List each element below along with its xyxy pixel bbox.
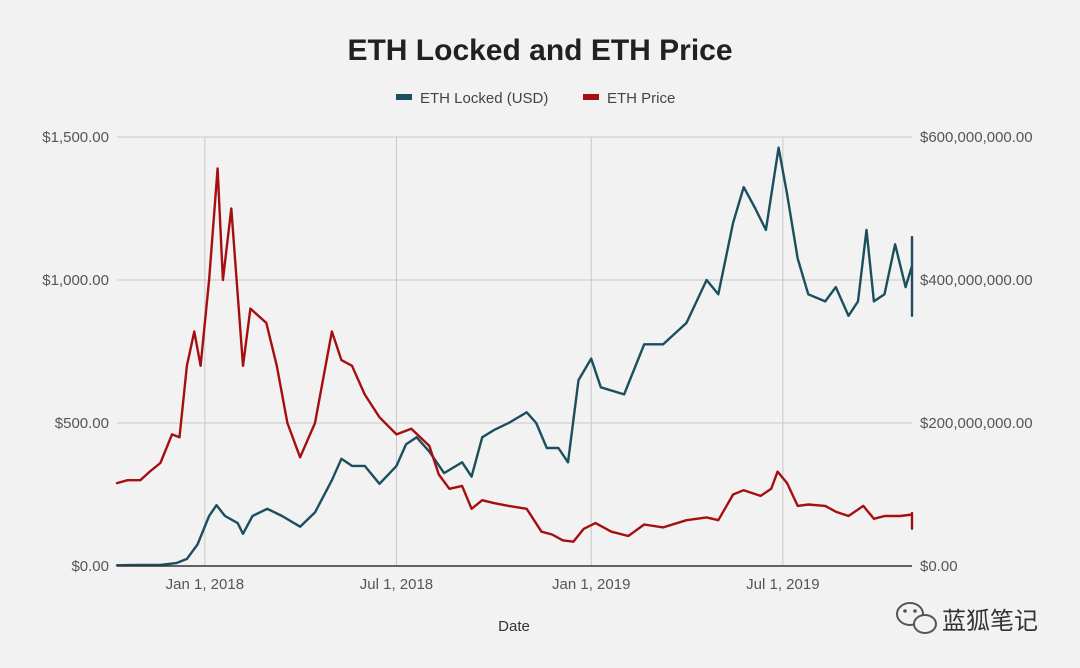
y-left-tick-label: $1,500.00 [42,129,109,146]
watermark-text: 蓝狐笔记 [942,607,1038,635]
x-tick-label: Jan 1, 2019 [552,576,630,593]
y-left-tick-label: $500.00 [55,415,109,432]
y-right-tick-label: $0.00 [920,558,958,575]
series-lines [115,146,914,567]
y-right-tick-label: $600,000,000.00 [920,129,1033,146]
legend-label-eth-locked: ETH Locked (USD) [420,90,548,107]
legend-label-eth-price: ETH Price [607,90,675,107]
y-left-tick-label: $1,000.00 [42,272,109,289]
y-right-tick-label: $400,000,000.00 [920,272,1033,289]
legend-swatch-eth-price [583,94,599,100]
wechat-icon [896,602,937,634]
watermark: 蓝狐笔记 [896,602,1038,635]
chart-title: ETH Locked and ETH Price [347,34,732,67]
gridlines [117,136,912,566]
x-tick-label: Jan 1, 2018 [166,576,244,593]
legend: ETH Locked (USD) ETH Price [396,90,675,107]
series-line-eth-price [115,167,914,543]
x-axis-title: Date [498,618,530,635]
y-left-tick-label: $0.00 [71,558,109,575]
series-line-eth-locked [115,146,914,567]
legend-swatch-eth-locked [396,94,412,100]
y-right-tick-label: $200,000,000.00 [920,415,1033,432]
x-tick-label: Jul 1, 2018 [360,576,433,593]
x-tick-label: Jul 1, 2019 [746,576,819,593]
axes: $0.00 $500.00 $1,000.00 $1,500.00 $0.00 $200,… [42,129,1032,593]
